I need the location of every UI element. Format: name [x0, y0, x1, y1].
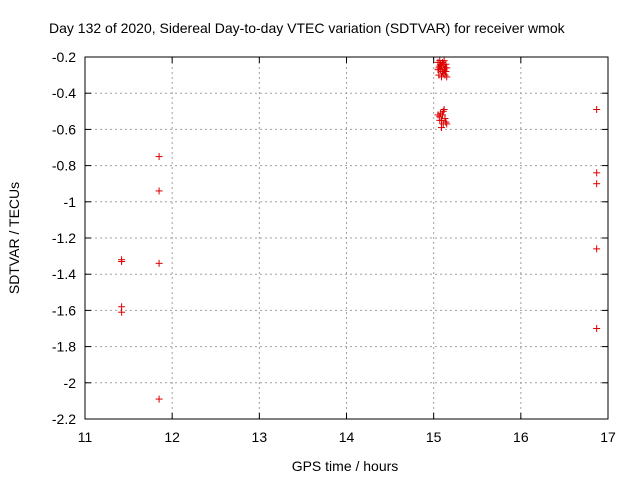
data-point — [441, 71, 449, 79]
data-point — [443, 73, 451, 81]
data-point — [438, 124, 446, 132]
x-tick-label: 17 — [600, 429, 616, 445]
data-point — [440, 105, 448, 113]
data-point — [442, 60, 450, 68]
data-points — [118, 57, 601, 403]
y-tick-label: -1.8 — [52, 339, 76, 355]
data-point — [434, 66, 442, 74]
y-tick-label: -2.2 — [52, 411, 76, 427]
x-tick-label: 16 — [513, 429, 529, 445]
data-point — [443, 64, 451, 72]
data-point — [155, 259, 163, 267]
data-point — [436, 62, 444, 70]
data-point — [593, 169, 601, 177]
y-tick-label: -0.8 — [52, 158, 76, 174]
data-point — [439, 69, 447, 77]
data-point — [436, 116, 444, 124]
data-point — [155, 395, 163, 403]
x-tick-label: 11 — [78, 429, 93, 445]
data-point — [440, 57, 448, 65]
grid-lines — [85, 57, 608, 419]
data-point — [118, 258, 126, 266]
x-tick-label: 15 — [426, 429, 442, 445]
y-tick-label: -0.4 — [52, 85, 76, 101]
x-tick-label: 13 — [252, 429, 268, 445]
y-tick-label: -1.6 — [52, 302, 76, 318]
data-point — [593, 105, 601, 113]
y-tick-label: -0.2 — [52, 49, 76, 65]
data-point — [155, 187, 163, 195]
data-point — [435, 64, 443, 72]
chart-title: Day 132 of 2020, Sidereal Day-to-day VTE… — [49, 20, 566, 36]
data-point — [438, 111, 446, 119]
x-axis-label: GPS time / hours — [292, 458, 399, 474]
data-point — [593, 325, 601, 332]
x-tick-label: 14 — [339, 429, 355, 445]
data-point — [438, 58, 446, 66]
data-point — [118, 308, 126, 316]
data-point — [593, 180, 601, 188]
data-point — [155, 153, 163, 161]
y-tick-label: -1.2 — [52, 230, 76, 246]
data-point — [439, 120, 447, 128]
axis-ticks: 11 12 13 14 15 16 17 -2.2 -2 -1.8 -1.6 -1.4 -1.2 -1 -0… — [52, 49, 616, 445]
data-point — [593, 245, 601, 253]
y-tick-label: -1.4 — [52, 266, 76, 282]
y-tick-label: -2 — [64, 375, 77, 391]
y-tick-label: -0.6 — [52, 121, 76, 137]
y-axis-label: SDTVAR / TECUs — [6, 182, 22, 294]
data-point — [441, 115, 449, 123]
y-tick-label: -1 — [64, 194, 77, 210]
x-tick-label: 12 — [164, 429, 180, 445]
data-point — [439, 107, 447, 115]
